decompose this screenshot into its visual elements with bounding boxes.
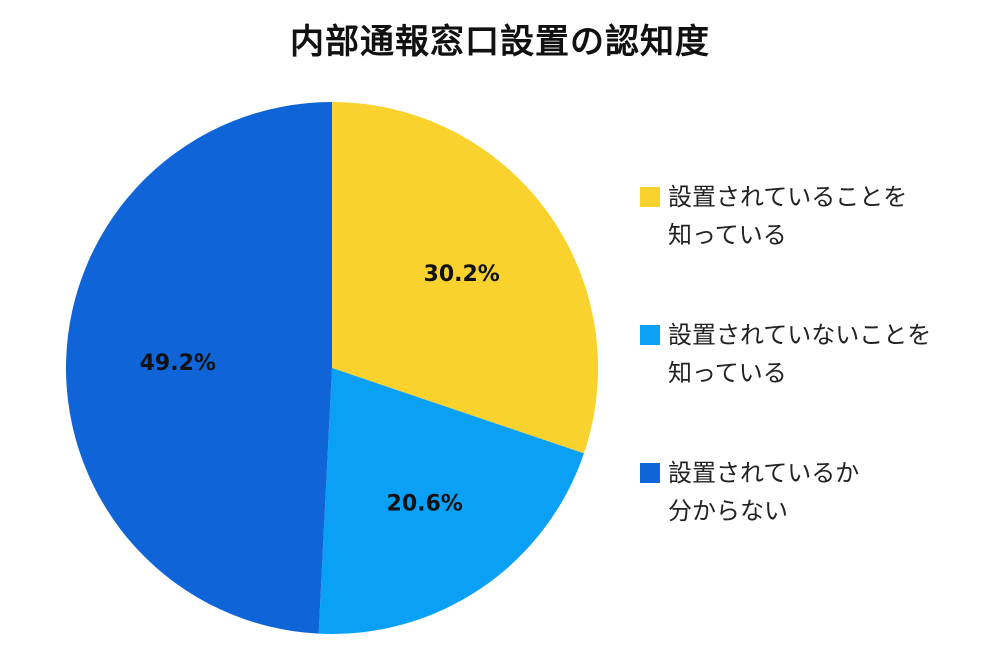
legend-swatch-aware-not-installed: [640, 325, 660, 345]
legend-label-line2: 知っている: [668, 221, 787, 249]
legend-swatch-unknown: [640, 463, 660, 483]
legend-item-unknown: 設置されているか 分からない: [640, 454, 980, 530]
legend-label-line2: 知っている: [668, 359, 787, 387]
legend-label-line1: 設置されているか: [668, 459, 860, 487]
legend-label-line2: 分からない: [668, 497, 788, 525]
slice-value-label-aware-installed: 30.2%: [424, 262, 500, 287]
pie-slice-aware-installed: [332, 102, 599, 454]
slice-value-label-aware-not-installed: 20.6%: [387, 491, 463, 516]
pie-slice-aware-not-installed: [318, 368, 584, 634]
legend-item-aware-not-installed: 設置されていないことを 知っている: [640, 316, 980, 392]
pie-slice-labels: 30.2% 20.6% 49.2%: [140, 262, 500, 516]
pie-slices: [66, 102, 599, 634]
legend-swatch-aware-installed: [640, 187, 660, 207]
chart-title: 内部通報窓口設置の認知度: [290, 22, 710, 62]
legend-label-line1: 設置されていないことを: [668, 321, 932, 349]
legend-label-line1: 設置されていることを: [668, 183, 908, 211]
slice-value-label-unknown: 49.2%: [140, 351, 216, 376]
pie-slice-unknown: [66, 102, 333, 634]
legend-item-aware-installed: 設置されていることを 知っている: [640, 178, 980, 254]
